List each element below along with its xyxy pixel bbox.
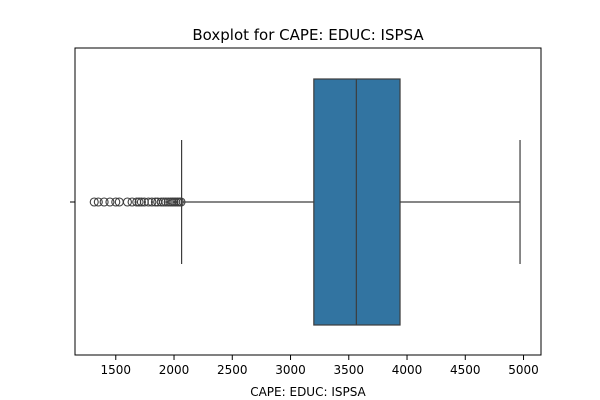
outlier-point xyxy=(158,197,169,207)
outlier-point xyxy=(176,197,186,207)
outlier-point xyxy=(99,197,109,207)
outlier-point xyxy=(111,197,121,207)
x-tick-label: 2500 xyxy=(217,363,248,377)
outlier-point xyxy=(89,197,99,207)
outlier-point xyxy=(93,197,103,207)
x-axis-label: CAPE: EDUC: ISPSA xyxy=(250,385,366,399)
outlier-point xyxy=(147,197,157,207)
outlier-point xyxy=(156,197,166,207)
plot-marks xyxy=(89,78,521,326)
x-tick-label: 1500 xyxy=(101,363,132,377)
outlier-point xyxy=(105,197,115,207)
outlier-point xyxy=(127,197,137,207)
outlier-point xyxy=(143,197,153,207)
x-tick-label: 4500 xyxy=(450,363,481,377)
x-tick-label: 4000 xyxy=(392,363,423,377)
outlier-point xyxy=(136,197,146,207)
x-axis-ticks: 1500 2000 2500 3000 3500 4000 4500 5000 xyxy=(101,355,539,377)
x-tick-label: 5000 xyxy=(508,363,539,377)
chart-title: Boxplot for CAPE: EDUC: ISPSA xyxy=(192,26,424,44)
x-tick-label: 3500 xyxy=(334,363,365,377)
x-tick-label: 2000 xyxy=(159,363,190,377)
x-tick-label: 3000 xyxy=(275,363,306,377)
outlier-point xyxy=(134,197,144,207)
outlier-point xyxy=(122,197,132,207)
